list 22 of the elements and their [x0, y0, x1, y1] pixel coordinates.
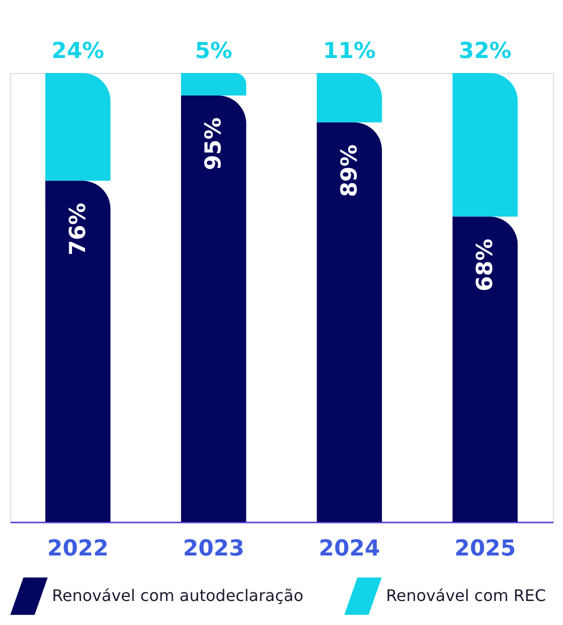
legend-label: Renovável com REC [386, 586, 546, 606]
bar [316, 122, 382, 522]
data-label: 95% [202, 117, 227, 170]
x-tick-label: 2024 [318, 536, 380, 562]
bar [45, 180, 110, 522]
x-tick-label: 2022 [47, 536, 108, 562]
bar [316, 73, 382, 122]
data-label: 32% [458, 39, 512, 64]
data-label: 89% [337, 144, 362, 198]
bar [452, 73, 518, 217]
x-tick-label: 2023 [183, 536, 244, 562]
bar [181, 73, 246, 96]
bar [181, 95, 246, 522]
data-label: 11% [323, 39, 376, 64]
legend-label: Renovável com autodeclaração [52, 586, 304, 606]
bar [452, 216, 518, 522]
data-label: 76% [66, 202, 91, 256]
x-tick-label: 2025 [454, 536, 516, 562]
data-label: 68% [473, 238, 498, 292]
data-label: 5% [194, 39, 232, 64]
bar [45, 73, 110, 181]
data-label: 24% [52, 39, 104, 64]
